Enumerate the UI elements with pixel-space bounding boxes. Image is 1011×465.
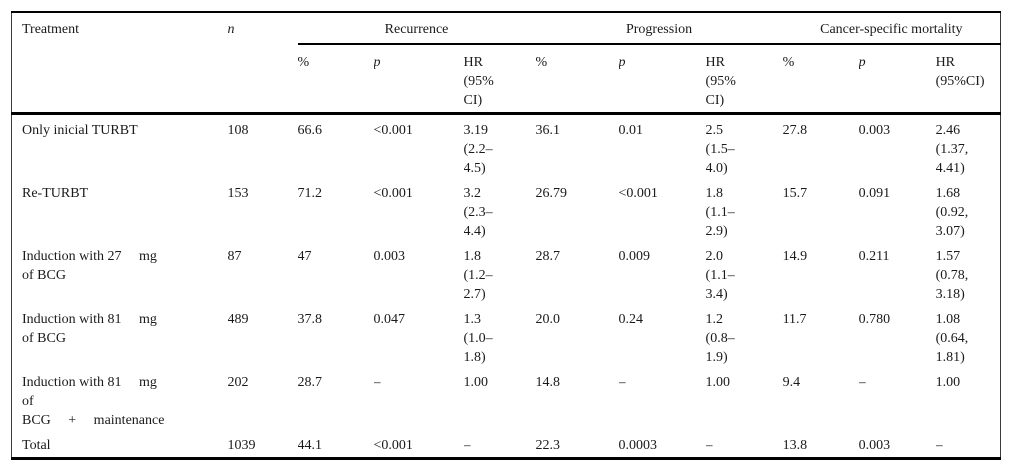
- value-cell: 11.7: [782, 311, 807, 327]
- table-header: Treatment n Recurrence Progression Cance…: [11, 12, 1001, 115]
- table-row: Induction with 81 mg of BCG + maintenanc…: [12, 367, 1001, 430]
- value-cell: <0.001: [373, 122, 413, 138]
- value-cell: <0.001: [618, 185, 658, 201]
- value-cell: 47: [297, 248, 312, 264]
- header-sub-row: % p HR (95% CI) % p HR (95% CI) % p HR (…: [11, 44, 1001, 115]
- value-cell: –: [618, 374, 626, 390]
- subheader-mortality-percent: %: [782, 44, 859, 115]
- value-cell: 1.08 (0.64, 1.81): [935, 311, 969, 365]
- value-cell: 2.46 (1.37, 4.41): [935, 122, 969, 176]
- paper-table-container: Treatment n Recurrence Progression Cance…: [11, 11, 1002, 460]
- value-cell: 1.00: [935, 374, 961, 390]
- n-cell: 153: [227, 185, 249, 201]
- subheader-mortality-p: p: [858, 44, 936, 115]
- subheader-mortality-hr: HR (95%CI): [935, 44, 1001, 115]
- value-cell: 2.0 (1.1– 3.4): [705, 248, 735, 302]
- n-cell: 108: [227, 122, 249, 138]
- n-cell: 489: [227, 311, 249, 327]
- table-row: Induction with 27 mg of BCG 87 47 0.003 1.8 …: [12, 241, 1001, 304]
- value-cell: 0.003: [858, 122, 891, 138]
- subheader-progression-hr: HR (95% CI): [705, 44, 783, 115]
- treatment-cell: Only inicial TURBT: [22, 122, 138, 138]
- value-cell: 14.8: [535, 374, 561, 390]
- subheader-progression-p: p: [618, 44, 706, 115]
- value-cell: 1.8 (1.1– 2.9): [705, 185, 735, 239]
- table-row: Re-TURBT 153 71.2 <0.001 3.2 (2.3– 4.4) 26.79…: [12, 178, 1001, 241]
- group-header-recurrence: Recurrence: [297, 12, 536, 45]
- value-cell: 2.5 (1.5– 4.0): [705, 122, 735, 176]
- n-cell: 1039: [227, 437, 256, 453]
- value-cell: 13.8: [782, 437, 808, 453]
- value-cell: 36.1: [535, 122, 561, 138]
- subheader-recurrence-p: p: [373, 44, 464, 115]
- value-cell: –: [935, 437, 943, 453]
- group-header-cancer-specific-mortality: Cancer-specific mortality: [782, 12, 1001, 45]
- value-cell: 66.6: [297, 122, 323, 138]
- subheader-recurrence-percent: %: [297, 44, 374, 115]
- value-cell: 0.047: [373, 311, 406, 327]
- group-header-progression: Progression: [535, 12, 783, 45]
- value-cell: 1.8 (1.2– 2.7): [463, 248, 493, 302]
- value-cell: 0.003: [373, 248, 406, 264]
- header-group-row: Treatment n Recurrence Progression Cance…: [12, 12, 1001, 45]
- value-cell: 3.2 (2.3– 4.4): [463, 185, 493, 239]
- table-body: Only inicial TURBT 108 66.6 <0.001 3.19 (2.2…: [12, 113, 1001, 459]
- treatment-cell: Induction with 81 mg of BCG + maintenanc…: [22, 374, 165, 428]
- value-cell: 28.7: [535, 248, 561, 264]
- table-row: Total 1039 44.1 <0.001 – 22.3 0.0003 – 13.8 0.003…: [12, 430, 1001, 459]
- value-cell: 1.68 (0.92, 3.07): [935, 185, 969, 239]
- value-cell: 71.2: [297, 185, 323, 201]
- value-cell: 22.3: [535, 437, 561, 453]
- value-cell: <0.001: [373, 437, 413, 453]
- subheader-progression-percent: %: [535, 44, 619, 115]
- value-cell: 37.8: [297, 311, 323, 327]
- value-cell: 44.1: [297, 437, 323, 453]
- value-cell: 28.7: [297, 374, 323, 390]
- n-cell: 202: [227, 374, 249, 390]
- value-cell: 0.091: [858, 185, 891, 201]
- value-cell: 1.57 (0.78, 3.18): [935, 248, 969, 302]
- column-header-treatment: Treatment: [22, 22, 80, 37]
- table-row: Induction with 81 mg of BCG 489 37.8 0.047 1…: [12, 304, 1001, 367]
- treatment-outcomes-table: Treatment n Recurrence Progression Cance…: [11, 11, 1002, 460]
- value-cell: <0.001: [373, 185, 413, 201]
- value-cell: 20.0: [535, 311, 561, 327]
- value-cell: –: [373, 374, 381, 390]
- header-spacer: [227, 44, 298, 115]
- column-header-n: n: [227, 22, 235, 37]
- treatment-cell: Re-TURBT: [22, 185, 89, 201]
- subheader-recurrence-hr: HR (95% CI): [463, 44, 536, 115]
- value-cell: –: [705, 437, 713, 453]
- value-cell: 27.8: [782, 122, 808, 138]
- value-cell: 0.24: [618, 311, 644, 327]
- value-cell: –: [858, 374, 866, 390]
- n-cell: 87: [227, 248, 242, 264]
- value-cell: 0.009: [618, 248, 651, 264]
- treatment-cell: Induction with 27 mg of BCG: [22, 248, 157, 283]
- value-cell: –: [463, 437, 471, 453]
- value-cell: 26.79: [535, 185, 568, 201]
- value-cell: 1.3 (1.0– 1.8): [463, 311, 493, 365]
- value-cell: 0.003: [858, 437, 891, 453]
- table-row: Only inicial TURBT 108 66.6 <0.001 3.19 (2.2…: [12, 113, 1001, 178]
- treatment-cell: Total: [22, 437, 51, 453]
- value-cell: 1.2 (0.8– 1.9): [705, 311, 735, 365]
- value-cell: 1.00: [705, 374, 731, 390]
- value-cell: 0.01: [618, 122, 644, 138]
- header-spacer: [11, 44, 228, 115]
- treatment-cell: Induction with 81 mg of BCG: [22, 311, 157, 346]
- value-cell: 9.4: [782, 374, 801, 390]
- value-cell: 14.9: [782, 248, 808, 264]
- value-cell: 15.7: [782, 185, 808, 201]
- value-cell: 3.19 (2.2– 4.5): [463, 122, 493, 176]
- value-cell: 0.0003: [618, 437, 658, 453]
- value-cell: 0.211: [858, 248, 890, 264]
- value-cell: 1.00: [463, 374, 489, 390]
- value-cell: 0.780: [858, 311, 891, 327]
